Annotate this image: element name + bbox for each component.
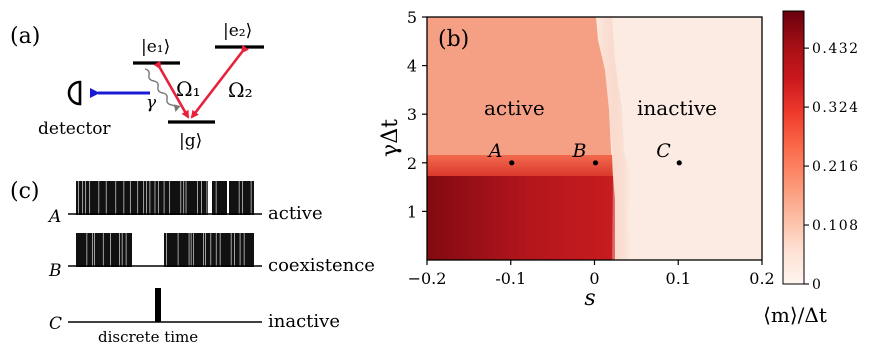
level-g-label: |g⟩ — [179, 131, 202, 151]
colorbar — [782, 10, 805, 285]
panel-c-tag: (c) — [10, 179, 40, 204]
heatmap-transition-band — [427, 155, 613, 178]
trace-b-spikes-left — [76, 233, 132, 267]
trace-c-regime: inactive — [268, 311, 340, 332]
trace-c: C inactive — [49, 288, 340, 334]
detector-label: detector — [38, 119, 111, 139]
panel-b: −0.2 -0.1 0 0.1 0.2 1 2 3 4 5 A B C (b) active inac… — [378, 8, 860, 327]
trace-b-spikes-right — [164, 233, 254, 267]
trace-a-regime: active — [268, 203, 323, 224]
x-tick-label: 0.1 — [666, 269, 691, 288]
point-label-a: A — [487, 140, 503, 162]
panel-a-tag: (a) — [10, 24, 40, 49]
y-tick-label: 4 — [407, 57, 417, 76]
trace-xlabel: discrete time — [98, 328, 198, 346]
colorbar-tick-label: 0.432 — [812, 41, 860, 57]
detector-icon — [67, 80, 82, 106]
x-tick-label: 0 — [589, 269, 599, 288]
rabi1-label: Ω₁ — [176, 77, 201, 101]
rabi2-arrow — [190, 44, 249, 119]
heatmap-points: A B C — [487, 140, 682, 166]
heatmap-axes: −0.2 -0.1 0 0.1 0.2 1 2 3 4 5 — [407, 8, 775, 288]
trace-b-regime: coexistence — [268, 255, 375, 276]
heatmap-active-lower — [427, 176, 615, 260]
colorbar-ticks: 0.432 0.324 0.216 0.108 0 — [804, 41, 860, 293]
y-tick-label: 3 — [407, 105, 417, 124]
x-tick-label: 0.2 — [749, 269, 774, 288]
heatmap-boundary — [596, 17, 630, 260]
point-b — [592, 160, 599, 166]
trace-c-spike — [155, 288, 161, 322]
trace-a: A active — [47, 181, 323, 227]
point-c — [676, 160, 682, 166]
colorbar-tick-label: 0.324 — [812, 100, 860, 116]
rabi2-label: Ω₂ — [228, 78, 253, 102]
y-tick-label: 1 — [407, 202, 417, 221]
trace-b-label: B — [48, 261, 62, 281]
y-tick-label: 2 — [407, 154, 417, 173]
decay-label: γ — [146, 93, 157, 113]
x-tick-label: −0.2 — [408, 269, 447, 288]
point-label-b: B — [572, 140, 587, 162]
level-e1-label: |e₁⟩ — [141, 37, 170, 57]
level-e2-label: |e₂⟩ — [223, 21, 252, 41]
colorbar-tick-label: 0.108 — [812, 218, 860, 234]
x-tick-label: -0.1 — [495, 269, 526, 288]
panel-b-tag: (b) — [438, 27, 469, 52]
region-active-label: active — [484, 96, 545, 120]
point-a — [509, 160, 515, 166]
decay-wavy-arrow — [144, 68, 181, 112]
trace-c-label: C — [49, 314, 62, 334]
y-tick-label: 5 — [407, 8, 417, 27]
heatmap — [427, 17, 762, 260]
panel-a: (a) |e₁⟩ |e₂⟩ |g⟩ Ω₁ Ω₂ γ detector — [10, 21, 264, 151]
trace-a-label: A — [47, 207, 61, 227]
colorbar-tick-label: 0.216 — [812, 159, 860, 175]
heatmap-active-upper — [427, 17, 612, 164]
rabi1-arrow — [153, 60, 190, 119]
panel-c: (c) A active B coexistence C inactive di… — [10, 179, 375, 346]
x-axis-label: s — [584, 286, 595, 311]
region-inactive-label: inactive — [637, 96, 717, 120]
trace-b: B coexistence — [48, 233, 375, 281]
trace-a-spikes — [76, 181, 254, 215]
colorbar-tick-label: 0 — [812, 277, 822, 293]
point-label-c: C — [656, 140, 671, 162]
colorbar-label: ⟨m⟩/Δt — [763, 303, 827, 327]
y-axis-label: γΔt — [378, 119, 403, 157]
